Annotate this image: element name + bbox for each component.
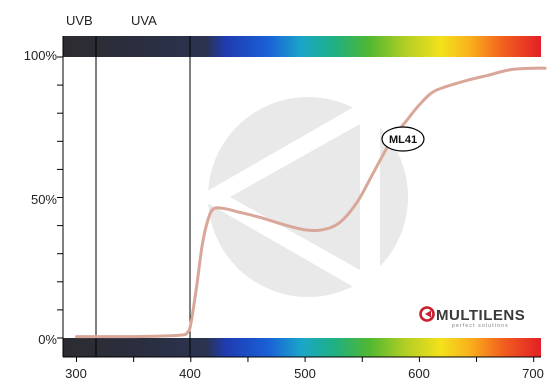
y-tick-label-0: 0% bbox=[38, 332, 57, 347]
x-axis-ticks bbox=[76, 357, 535, 362]
x-tick-label-300: 300 bbox=[65, 366, 87, 381]
region-label-uvb: UVB bbox=[66, 13, 93, 28]
spectrum-bar-top bbox=[63, 36, 541, 57]
multilens-logo: MULTILENS perfect solutions bbox=[419, 306, 525, 329]
brand-tagline: perfect solutions bbox=[452, 323, 509, 329]
y-tick-label-100: 100% bbox=[24, 48, 58, 63]
x-tick-label-400: 400 bbox=[179, 366, 201, 381]
brand-name: MULTILENS bbox=[436, 307, 525, 324]
series-label-text: ML41 bbox=[389, 134, 417, 146]
region-label-uva: UVA bbox=[131, 13, 157, 28]
series-line-ml41 bbox=[75, 66, 547, 339]
series-label-ml41: ML41 bbox=[381, 126, 425, 152]
spectrum-bar-bottom bbox=[63, 338, 541, 357]
y-axis-ticks bbox=[57, 56, 63, 339]
y-tick-label-50: 50% bbox=[31, 192, 57, 207]
multilens-logo-icon bbox=[419, 306, 435, 322]
x-tick-label-600: 600 bbox=[408, 366, 430, 381]
watermark-logo-icon bbox=[197, 92, 408, 302]
x-tick-label-700: 700 bbox=[522, 366, 544, 381]
x-tick-label-500: 500 bbox=[294, 366, 316, 381]
